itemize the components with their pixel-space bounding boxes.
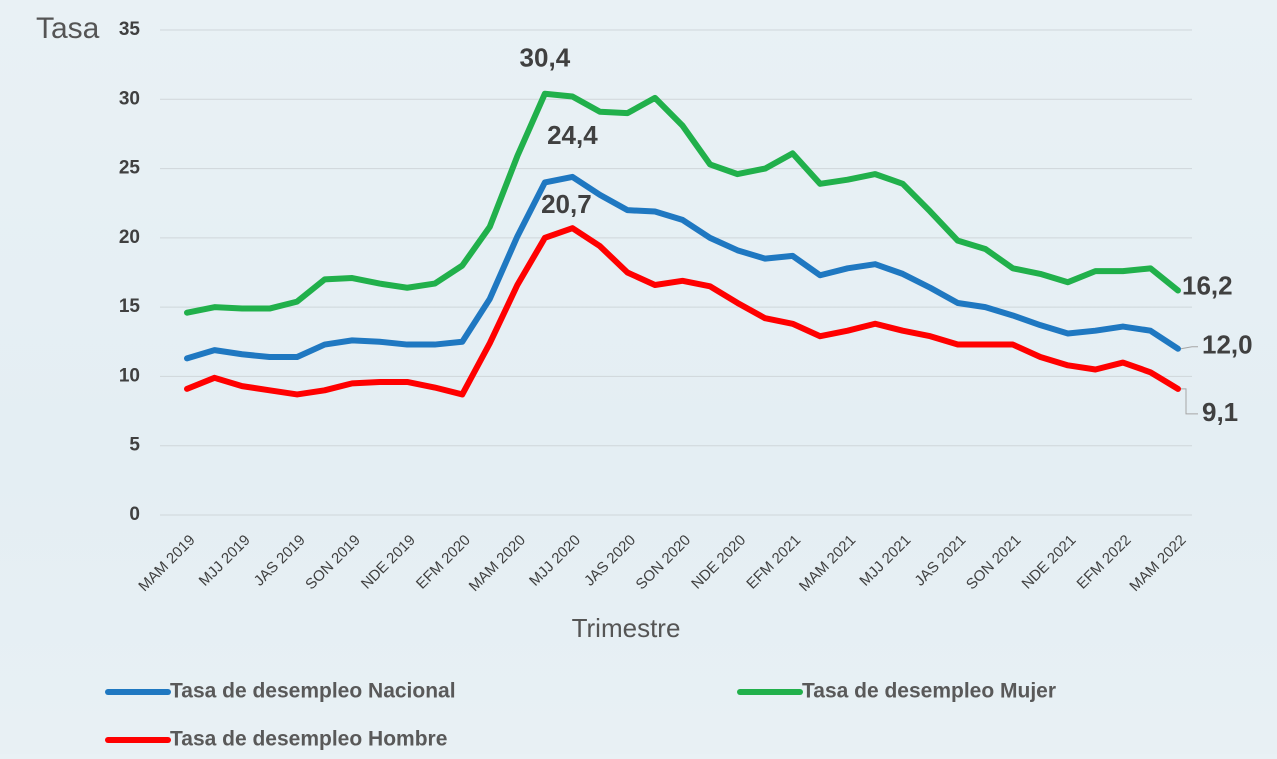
x-tick-label: MAM 2020: [466, 532, 529, 595]
data-label: 24,4: [547, 120, 598, 150]
x-tick-label: NDE 2020: [688, 532, 749, 593]
x-tick-label: JAS 2021: [911, 532, 969, 590]
data-label: 16,2: [1182, 270, 1233, 300]
x-tick-label: NDE 2019: [358, 532, 419, 593]
series-line: [184, 173, 1181, 362]
legend-label: Tasa de desempleo Mujer: [802, 680, 1056, 703]
y-tick-label: 35: [119, 19, 141, 40]
x-tick-label: MJJ 2019: [196, 532, 254, 590]
y-tick-label: 5: [129, 435, 140, 456]
y-tick-label: 10: [119, 365, 140, 386]
leader-line: [1181, 388, 1198, 415]
y-tick-label: 0: [129, 504, 140, 525]
x-tick-label: EFM 2022: [1074, 532, 1135, 593]
leader-line: [1180, 346, 1198, 350]
x-tick-label: MAM 2021: [796, 532, 859, 595]
legend-label: Tasa de desempleo Hombre: [170, 728, 447, 751]
x-tick-label: JAS 2020: [581, 532, 639, 590]
x-tick-label: JAS 2019: [251, 532, 309, 590]
data-label: 20,7: [541, 189, 592, 219]
x-tick-label: SON 2020: [633, 532, 695, 594]
x-tick-label: MJJ 2021: [856, 532, 914, 590]
x-tick-label: MAM 2022: [1126, 532, 1189, 595]
y-tick-label: 25: [119, 158, 141, 179]
x-tick-label: SON 2019: [302, 532, 364, 594]
legend-label: Tasa de desempleo Nacional: [170, 680, 456, 703]
y-axis-title: Tasa: [36, 12, 100, 45]
series-line: [184, 90, 1181, 316]
y-tick-label: 20: [119, 227, 140, 248]
series-line: [184, 225, 1181, 398]
x-tick-label: MAM 2019: [135, 532, 198, 595]
x-tick-label: MJJ 2020: [526, 532, 584, 590]
x-tick-label: SON 2021: [963, 532, 1025, 594]
data-label: 30,4: [520, 43, 571, 73]
data-label: 12,0: [1202, 330, 1253, 360]
x-tick-label: NDE 2021: [1019, 532, 1080, 593]
data-label: 9,1: [1202, 397, 1238, 427]
x-axis-title: Trimestre: [572, 613, 681, 643]
y-tick-label: 30: [119, 88, 140, 109]
y-tick-label: 15: [119, 296, 141, 317]
